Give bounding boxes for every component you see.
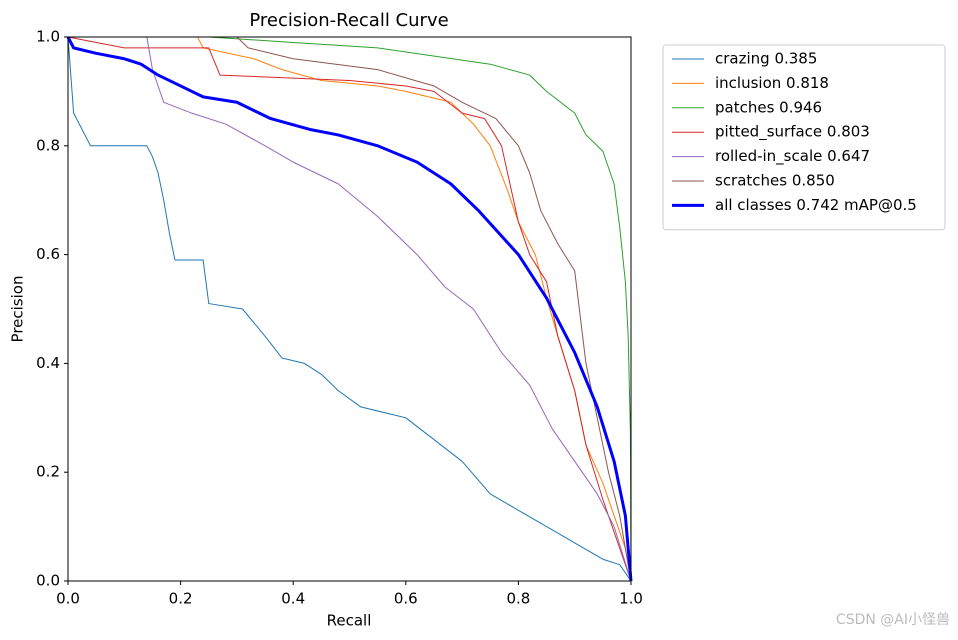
x-tick-label: 0.6 (394, 590, 418, 608)
y-tick-label: 1.0 (36, 28, 60, 46)
x-axis-label: Recall (327, 612, 372, 630)
pr-curve (68, 36, 632, 582)
legend-label: scratches 0.850 (715, 172, 835, 190)
legend-label: rolled-in_scale 0.647 (715, 147, 870, 166)
pr-curve (67, 36, 632, 582)
pr-curve (66, 36, 633, 582)
pr-curve (67, 36, 632, 582)
legend-label: crazing 0.385 (715, 50, 817, 68)
chart-title: Precision-Recall Curve (249, 10, 448, 31)
pr-curve (68, 36, 632, 582)
legend-label: patches 0.946 (715, 98, 822, 116)
y-axis-label: Precision (9, 276, 27, 343)
plot-frame (67, 36, 632, 582)
x-tick-label: 1.0 (619, 590, 643, 608)
legend-label: inclusion 0.818 (715, 74, 829, 92)
y-tick-label: 0.4 (36, 354, 60, 372)
legend-box (662, 44, 946, 231)
x-tick-label: 0.0 (56, 590, 80, 608)
y-tick-label: 0.6 (36, 245, 60, 263)
x-tick-label: 0.4 (281, 590, 305, 608)
pr-curve (68, 36, 632, 582)
y-tick-label: 0.0 (36, 572, 60, 590)
pr-curve (68, 36, 632, 582)
legend-label: all classes 0.742 mAP@0.5 (715, 196, 917, 214)
x-tick-label: 0.2 (169, 590, 193, 608)
legend-label: pitted_surface 0.803 (715, 123, 870, 142)
watermark: CSDN @AI小怪兽 (836, 612, 950, 628)
x-tick-label: 0.8 (506, 590, 530, 608)
y-tick-label: 0.8 (36, 136, 60, 154)
y-tick-label: 0.2 (36, 463, 60, 481)
